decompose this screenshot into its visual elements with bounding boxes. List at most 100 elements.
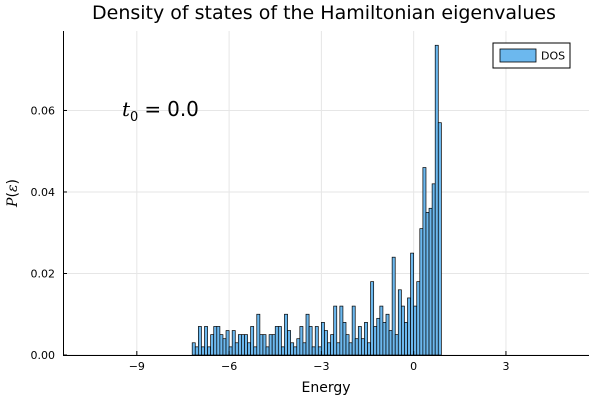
histogram-bar xyxy=(210,334,215,356)
x-tick-label: 3 xyxy=(502,360,509,373)
histogram-bar xyxy=(247,342,251,356)
histogram-bar xyxy=(413,305,418,356)
histogram-bar xyxy=(284,313,288,356)
histogram-bar xyxy=(216,326,221,356)
histogram-bar xyxy=(357,326,362,356)
histogram-bar xyxy=(256,313,261,356)
histogram-bar xyxy=(425,212,430,356)
histogram-bar xyxy=(219,334,224,356)
histogram-bar xyxy=(410,252,415,356)
y-tick-label: 0.04 xyxy=(31,186,56,199)
axes xyxy=(63,31,589,356)
histogram-bar xyxy=(274,326,279,356)
histogram-bar xyxy=(401,305,405,356)
histogram-bar xyxy=(397,289,402,356)
histogram-bar xyxy=(293,346,298,356)
histogram-bar xyxy=(213,326,218,356)
histogram-bar xyxy=(354,338,359,356)
annotation-symbol: t xyxy=(122,97,131,121)
histogram-bar xyxy=(207,346,211,356)
histogram-bar xyxy=(361,338,365,356)
histogram-bar xyxy=(281,346,285,356)
legend: DOS xyxy=(492,42,571,69)
histogram-bar xyxy=(265,346,270,356)
histogram-bar xyxy=(391,256,396,356)
legend-swatch xyxy=(499,48,537,63)
histogram-bar xyxy=(237,334,242,356)
y-tick-label: 0.06 xyxy=(31,104,56,117)
histogram-bar xyxy=(231,330,236,356)
histogram-bar xyxy=(388,330,393,356)
y-axis-label-argument: ε xyxy=(5,185,21,193)
histogram-bar xyxy=(336,342,341,356)
histogram-bar xyxy=(376,317,381,356)
annotation-value: 0.0 xyxy=(167,97,199,121)
histogram-bar xyxy=(250,326,255,356)
histogram-bar xyxy=(311,346,316,356)
annotation-operator: = xyxy=(144,97,161,121)
histogram-bar xyxy=(431,183,436,356)
histogram-bar xyxy=(373,326,378,356)
histogram-bar xyxy=(394,334,399,356)
histogram-bar xyxy=(262,334,267,356)
y-axis-label-open-paren: ( xyxy=(5,192,21,197)
histogram-bar xyxy=(330,334,335,356)
histogram-bar xyxy=(271,334,276,356)
histogram-bar xyxy=(348,342,353,356)
chart-title: Density of states of the Hamiltonian eig… xyxy=(92,2,556,24)
histogram-bar xyxy=(305,313,310,356)
histogram-bar xyxy=(385,313,390,356)
histogram-bar xyxy=(314,326,319,356)
histogram-bar xyxy=(201,346,205,356)
histogram-bar xyxy=(290,342,295,356)
t0-annotation: t0 = 0.0 xyxy=(122,97,199,125)
histogram-bar xyxy=(259,334,264,356)
legend-label: DOS xyxy=(541,50,565,63)
y-tick-label: 0.00 xyxy=(31,349,56,362)
histogram-bar xyxy=(241,334,245,356)
histogram-bar xyxy=(302,342,307,356)
histogram-bar xyxy=(434,44,439,356)
y-tick-label: 0.02 xyxy=(31,267,56,280)
histogram-bar xyxy=(351,305,356,356)
histogram-bar xyxy=(364,322,368,356)
y-ticks: 0.00 0.02 0.04 0.06 xyxy=(31,104,67,362)
histogram-bar xyxy=(234,342,239,356)
histogram-bar xyxy=(324,330,328,356)
x-tick-label: 0 xyxy=(410,360,417,373)
y-axis-label-symbol: P xyxy=(5,197,21,208)
y-axis-label: P(ε) xyxy=(5,179,21,208)
x-ticks: −9 −6 −3 0 3 xyxy=(129,351,509,373)
histogram-bar xyxy=(287,330,291,356)
histogram-bar xyxy=(194,346,199,356)
histogram-bar xyxy=(370,281,375,356)
x-axis-label: Energy xyxy=(301,380,350,396)
histogram-bar xyxy=(379,305,384,356)
grid-lines xyxy=(63,31,589,356)
x-tick-label: −9 xyxy=(129,360,145,373)
histogram-bar xyxy=(308,326,313,356)
histogram-bar xyxy=(244,334,248,356)
histogram-bar xyxy=(428,207,433,356)
histogram-bar xyxy=(321,322,325,356)
y-axis-label-close-paren: ) xyxy=(5,179,21,184)
histogram-bar xyxy=(333,305,338,356)
histogram-bar xyxy=(253,346,258,356)
histogram-bar xyxy=(197,326,202,356)
histogram-bar xyxy=(422,167,427,356)
histogram-bar xyxy=(367,342,371,356)
histogram-bar xyxy=(268,334,273,356)
histogram-bar xyxy=(222,338,227,356)
histogram-bar xyxy=(437,122,442,356)
histogram-bar xyxy=(296,338,301,356)
histogram-bar xyxy=(327,342,331,356)
histogram-bar xyxy=(204,326,208,356)
histogram-bar xyxy=(342,322,347,356)
x-tick-label: −3 xyxy=(313,360,329,373)
histogram-bar xyxy=(404,322,408,356)
histogram-bar xyxy=(419,228,424,356)
histogram-bar xyxy=(191,342,196,356)
histogram-bar xyxy=(416,281,421,356)
histogram-bar xyxy=(277,326,282,356)
histogram-bar xyxy=(382,322,387,356)
